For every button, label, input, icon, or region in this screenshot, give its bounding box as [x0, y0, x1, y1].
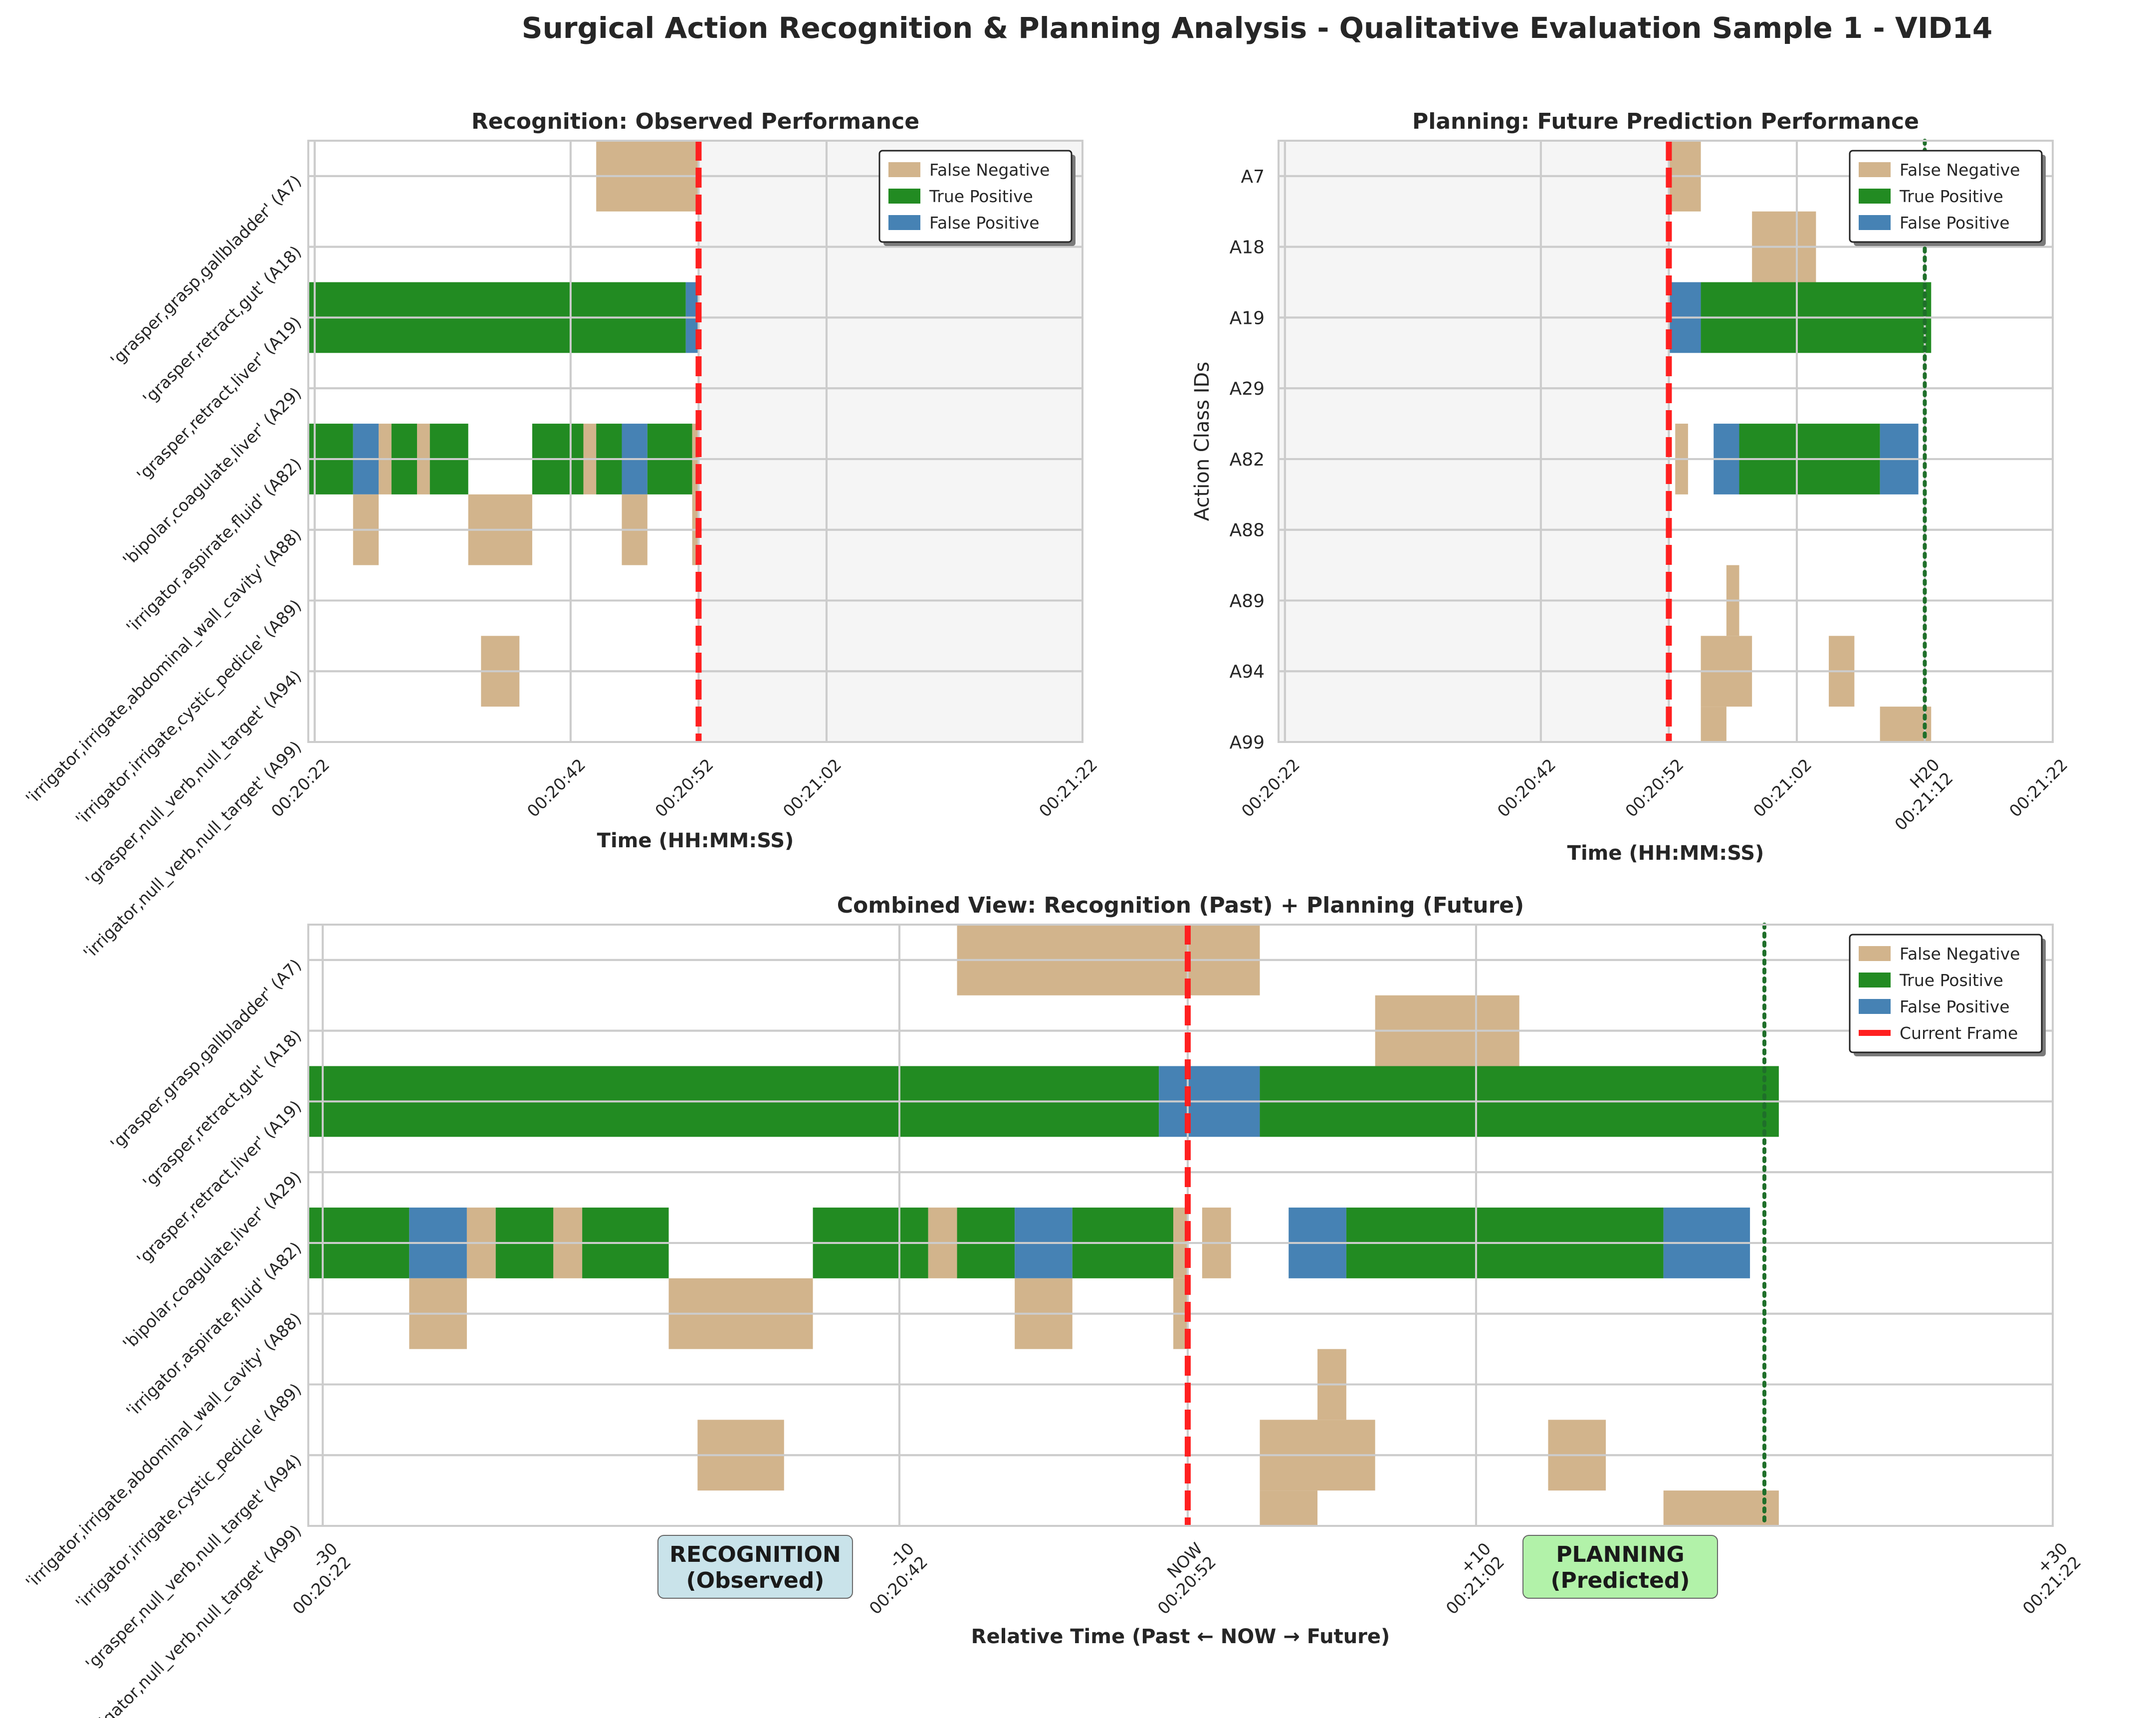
legend-label: True Positive — [929, 187, 1033, 206]
planning-ytick-label: A7 — [1241, 167, 1265, 187]
recognition-grid-over — [308, 141, 1082, 742]
planning-ytick-label: A18 — [1230, 238, 1265, 258]
combined-xlabel: Relative Time (Past ← NOW → Future) — [971, 1625, 1390, 1648]
combined-title: Combined View: Recognition (Past) + Plan… — [837, 893, 1524, 918]
legend-label: False Negative — [1900, 944, 2020, 964]
legend-label: False Negative — [929, 160, 1050, 180]
false-negative-bar — [1880, 707, 1932, 742]
planning-ytick-label: A19 — [1230, 308, 1265, 328]
planning-frame — [1278, 140, 2054, 743]
planning-legend: False Negative True Positive False Positiv… — [1849, 150, 2046, 246]
planning-shaded-region — [1279, 141, 1669, 742]
false-negative-bar — [1701, 707, 1726, 742]
legend-box — [1849, 150, 2043, 243]
planning-region-label-box — [1522, 1535, 1718, 1599]
recognition-xtick-label: 00:21:22 — [1035, 755, 1101, 821]
planning-xtick-label: 00:20:52 — [1621, 755, 1687, 821]
planning-xtick-label: 00:21:02 — [1749, 755, 1815, 821]
true-positive-legend-swatch — [1859, 189, 1891, 204]
false-negative-bar — [1663, 1490, 1779, 1526]
false-negative-legend-swatch — [1859, 946, 1891, 961]
legend-label: Current Frame — [1900, 1023, 2018, 1043]
recognition-xtick-label: 00:21:02 — [779, 755, 845, 821]
recognition-frame — [307, 140, 1083, 743]
combined-legend: False Negative True Positive False Positiv… — [1849, 934, 2046, 1056]
legend-box — [1849, 934, 2043, 1053]
planning-xtick-label: 00:20:42 — [1494, 755, 1559, 821]
combined-panel: Combined View: Recognition (Past) + Plan… — [22, 893, 2085, 1718]
planning-ytick-label: A94 — [1230, 662, 1265, 682]
recognition-legend: False Negative True Positive False Positiv… — [878, 150, 1076, 246]
legend-label: False Negative — [1900, 160, 2020, 180]
combined-xtick-label: NOW00:20:52 — [1140, 1539, 1220, 1618]
false-positive-legend-swatch — [1859, 999, 1891, 1014]
planning-ytick-label: A89 — [1230, 591, 1265, 611]
false-positive-legend-swatch — [888, 215, 920, 230]
planning-xtick-label: 00:21:22 — [2005, 755, 2071, 821]
planning-region-label-text: PLANNING (Predicted) — [1550, 1542, 1690, 1593]
planning-ytick-label: A88 — [1230, 520, 1265, 541]
legend-label: True Positive — [1899, 971, 2003, 990]
combined-xtick-label: -1000:20:42 — [852, 1539, 931, 1618]
recognition-region-label-box — [657, 1535, 853, 1599]
recognition-title: Recognition: Observed Performance — [471, 109, 919, 134]
recognition-region-label-text: RECOGNITION (Observed) — [669, 1542, 841, 1593]
planning-panel: Planning: Future Prediction Performance A… — [1191, 109, 2071, 865]
legend-label: True Positive — [1899, 187, 2003, 206]
planning-region-label: PLANNING (Predicted) — [1522, 1535, 1718, 1599]
planning-ylabel: Action Class IDs — [1191, 362, 1214, 521]
false-negative-bar — [1260, 1490, 1318, 1526]
recognition-xtick-label: 00:20:52 — [651, 755, 717, 821]
recognition-xlabel: Time (HH:MM:SS) — [597, 829, 794, 852]
planning-xtick-label: H2000:21:12 — [1877, 755, 1956, 834]
legend-label: False Positive — [1900, 213, 2010, 233]
combined-xtick-label: +1000:21:02 — [1429, 1539, 1508, 1618]
planning-ytick-label: A82 — [1230, 450, 1265, 470]
false-positive-legend-swatch — [1859, 215, 1891, 230]
planning-xtick-label: 00:20:22 — [1238, 755, 1303, 821]
true-positive-legend-swatch — [888, 189, 920, 204]
legend-label: False Positive — [1900, 997, 2010, 1016]
false-negative-legend-swatch — [1859, 162, 1891, 177]
legend-label: False Positive — [929, 213, 1040, 233]
combined-grid-over — [308, 925, 2053, 1526]
figure-suptitle: Surgical Action Recognition & Planning A… — [522, 11, 1992, 45]
recognition-xtick-label: 00:20:42 — [523, 755, 589, 821]
planning-ytick-label: A99 — [1230, 733, 1265, 753]
panels: Recognition: Observed Performance'graspe… — [22, 109, 2085, 1718]
planning-ytick-label: A29 — [1230, 379, 1265, 399]
recognition-panel: Recognition: Observed Performance'graspe… — [22, 109, 1101, 963]
true-positive-legend-swatch — [1859, 973, 1891, 987]
planning-xlabel: Time (HH:MM:SS) — [1567, 842, 1764, 865]
planning-title: Planning: Future Prediction Performance — [1412, 109, 1919, 134]
legend-box — [878, 150, 1073, 243]
false-negative-legend-swatch — [888, 162, 920, 177]
combined-xtick-label: +3000:21:22 — [2005, 1539, 2085, 1618]
combined-frame — [307, 924, 2054, 1527]
recognition-region-label: RECOGNITION (Observed) — [657, 1535, 853, 1599]
